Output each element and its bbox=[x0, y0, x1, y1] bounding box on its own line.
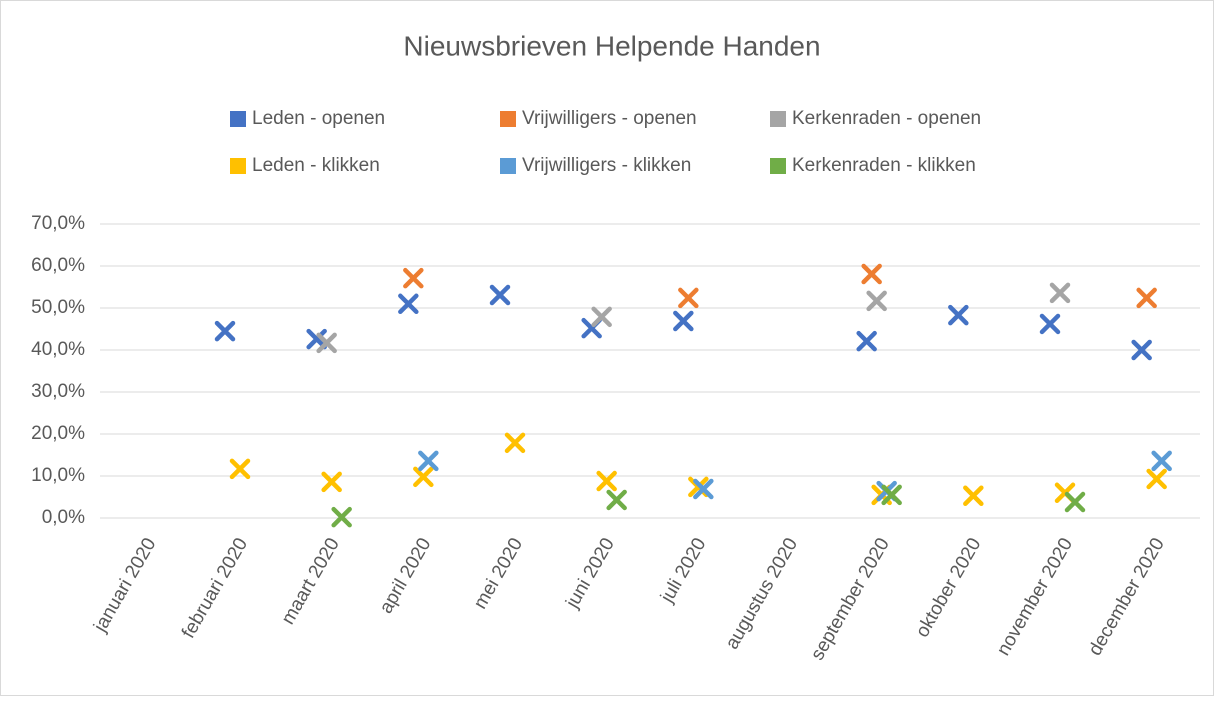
legend-swatch bbox=[770, 111, 786, 127]
legend-swatch bbox=[230, 111, 246, 127]
marker bbox=[229, 458, 251, 480]
legend-label: Leden - klikken bbox=[252, 155, 380, 176]
marker bbox=[403, 267, 424, 289]
marker bbox=[1039, 313, 1061, 335]
marker bbox=[673, 310, 694, 332]
marker bbox=[331, 506, 352, 528]
marker bbox=[316, 332, 337, 354]
y-tick-label: 0,0% bbox=[42, 507, 85, 528]
y-tick-label: 10,0% bbox=[31, 465, 85, 486]
legend-label: Vrijwilligers - openen bbox=[522, 108, 697, 129]
y-tick-label: 70,0% bbox=[31, 213, 85, 234]
marker bbox=[866, 290, 887, 312]
marker bbox=[1064, 491, 1086, 513]
legend-label: Leden - openen bbox=[252, 108, 385, 129]
chart-title: Nieuwsbrieven Helpende Handen bbox=[403, 30, 820, 61]
marker bbox=[321, 471, 342, 493]
marker bbox=[861, 263, 882, 285]
marker bbox=[591, 306, 612, 328]
marker bbox=[1131, 339, 1152, 361]
marker bbox=[214, 320, 236, 342]
y-tick-label: 20,0% bbox=[31, 423, 85, 444]
marker bbox=[1151, 450, 1172, 472]
y-tick-label: 40,0% bbox=[31, 339, 85, 360]
legend-swatch bbox=[770, 158, 786, 174]
legend-label: Kerkenraden - klikken bbox=[792, 155, 976, 176]
marker bbox=[1146, 468, 1167, 490]
legend-swatch bbox=[500, 158, 516, 174]
marker bbox=[596, 470, 617, 492]
marker bbox=[693, 478, 714, 500]
marker bbox=[881, 484, 902, 506]
y-tick-label: 50,0% bbox=[31, 297, 85, 318]
legend-label: Kerkenraden - openen bbox=[792, 108, 981, 129]
marker bbox=[678, 287, 699, 309]
marker bbox=[413, 466, 434, 488]
marker bbox=[1049, 282, 1071, 304]
marker bbox=[606, 489, 627, 511]
y-tick-label: 30,0% bbox=[31, 381, 85, 402]
marker bbox=[963, 485, 984, 506]
legend-swatch bbox=[500, 111, 516, 127]
marker bbox=[489, 284, 511, 306]
legend-swatch bbox=[230, 158, 246, 174]
legend-label: Vrijwilligers - klikken bbox=[522, 155, 691, 176]
marker bbox=[398, 293, 419, 315]
marker bbox=[856, 330, 877, 352]
marker bbox=[1136, 287, 1157, 309]
marker bbox=[948, 304, 969, 326]
marker bbox=[418, 450, 439, 472]
y-tick-label: 60,0% bbox=[31, 255, 85, 276]
marker bbox=[504, 432, 526, 454]
